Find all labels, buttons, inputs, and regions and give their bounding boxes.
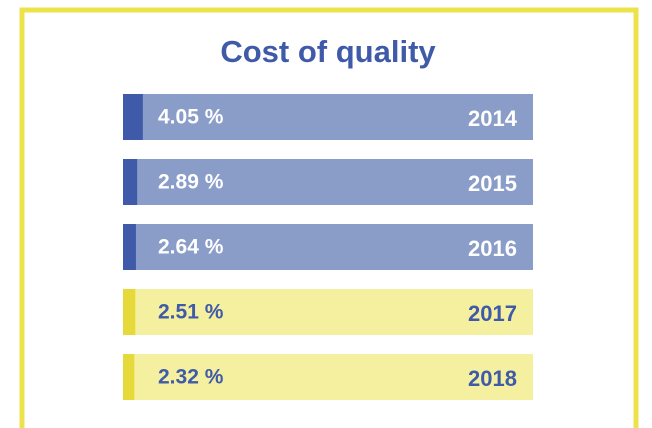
value-label: 4.05 % (158, 106, 224, 129)
category-label: 2018 (468, 366, 517, 391)
value-label: 2.89 % (158, 171, 224, 194)
value-label: 2.51 % (158, 301, 224, 324)
frame (19, 7, 639, 428)
bar-background (123, 224, 533, 270)
category-label: 2017 (468, 301, 517, 326)
category-label: 2014 (468, 106, 518, 131)
bar (123, 289, 136, 335)
bar (123, 224, 136, 270)
value-label: 2.32 % (158, 366, 224, 389)
bar-background (123, 354, 533, 400)
chart-title: Cost of quality (220, 34, 436, 69)
bar (123, 354, 135, 400)
bar (123, 159, 138, 205)
value-label: 2.64 % (158, 236, 224, 259)
bar-background (123, 159, 533, 205)
category-label: 2016 (468, 236, 517, 261)
bar-background (123, 289, 533, 335)
bar (123, 94, 143, 140)
bar-background (123, 94, 533, 140)
category-label: 2015 (468, 171, 517, 196)
